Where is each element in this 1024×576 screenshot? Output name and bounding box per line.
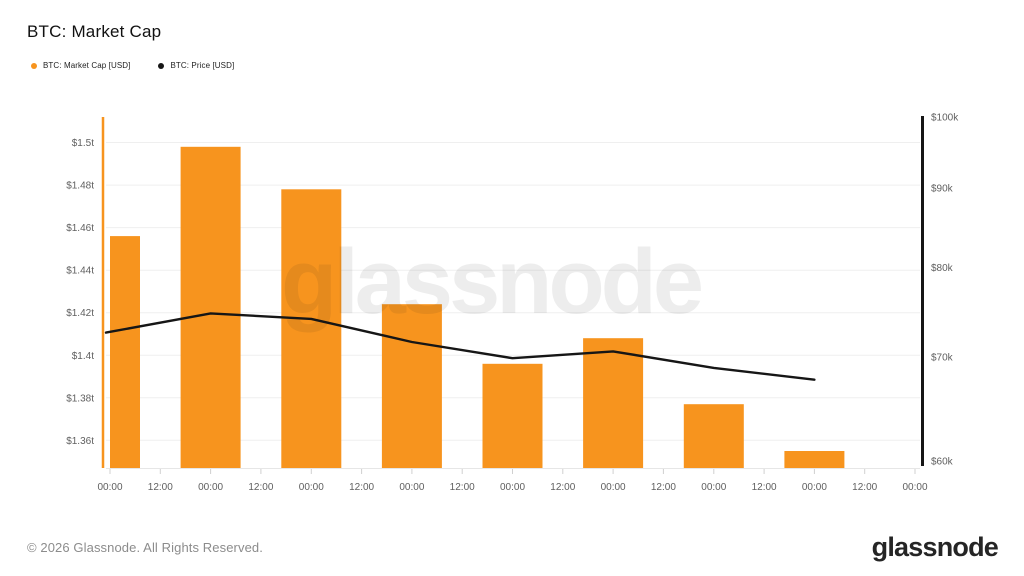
left-axis-tick-label: $1.42t (66, 308, 94, 319)
market-cap-series-dot-icon (31, 62, 37, 69)
right-axis-tick-label: $100k (931, 113, 959, 124)
market-cap-bar[interactable] (683, 404, 744, 468)
x-tick-label: 00:00 (701, 482, 726, 493)
glassnode-logo: glassnode (871, 532, 999, 562)
market-cap-bar[interactable] (281, 189, 342, 469)
chart-legend: BTC: Market Cap [USD] BTC: Price [USD] (31, 61, 234, 70)
left-axis-tick-label: $1.48t (66, 181, 94, 192)
x-tick-label: 00:00 (97, 482, 122, 493)
right-axis-tick-label: $90k (931, 184, 954, 195)
copyright-text: © 2026 Glassnode. All Rights Reserved. (27, 540, 263, 555)
x-tick-label: 00:00 (198, 482, 223, 493)
left-axis-tick-label: $1.4t (72, 351, 94, 362)
x-tick-label: 12:00 (248, 482, 273, 493)
x-tick-label: 12:00 (148, 482, 173, 493)
right-axis-tick-label: $80k (931, 263, 954, 274)
page-title: BTC: Market Cap (27, 22, 162, 41)
x-tick-label: 00:00 (601, 482, 626, 493)
left-axis-tick-label: $1.46t (66, 223, 94, 234)
market-cap-bar[interactable] (110, 236, 140, 468)
legend-item-market-cap[interactable]: BTC: Market Cap [USD] (31, 61, 130, 70)
market-cap-bar[interactable] (583, 338, 644, 468)
x-tick-label: 00:00 (500, 482, 525, 493)
legend-label-price: BTC: Price [USD] (170, 61, 235, 70)
market-cap-bar[interactable] (784, 451, 845, 468)
x-tick-label: 12:00 (651, 482, 676, 493)
left-axis-tick-label: $1.5t (72, 138, 94, 149)
right-axis-tick-label: $60k (931, 457, 954, 468)
market-cap-bar[interactable] (482, 363, 543, 468)
x-tick-label: 00:00 (902, 482, 927, 493)
price-line (104, 312, 816, 381)
x-tick-label: 00:00 (802, 482, 827, 493)
price-series-dot-icon (158, 62, 165, 69)
right-axis-tick-label: $70k (931, 353, 954, 364)
x-tick-label: 12:00 (349, 482, 374, 493)
x-tick-label: 12:00 (450, 482, 475, 493)
market-cap-bar[interactable] (180, 146, 241, 469)
x-tick-label: 00:00 (399, 482, 424, 493)
left-axis-tick-label: $1.36t (66, 436, 94, 447)
x-tick-label: 12:00 (752, 482, 777, 493)
market-cap-bar[interactable] (381, 304, 442, 468)
x-tick-label: 12:00 (550, 482, 575, 493)
left-axis-tick-label: $1.44t (66, 266, 94, 277)
legend-label-market-cap: BTC: Market Cap [USD] (43, 61, 131, 70)
left-axis-tick-label: $1.38t (66, 393, 94, 404)
x-tick-label: 12:00 (852, 482, 877, 493)
legend-item-price[interactable]: BTC: Price [USD] (158, 61, 234, 70)
x-tick-label: 00:00 (299, 482, 324, 493)
